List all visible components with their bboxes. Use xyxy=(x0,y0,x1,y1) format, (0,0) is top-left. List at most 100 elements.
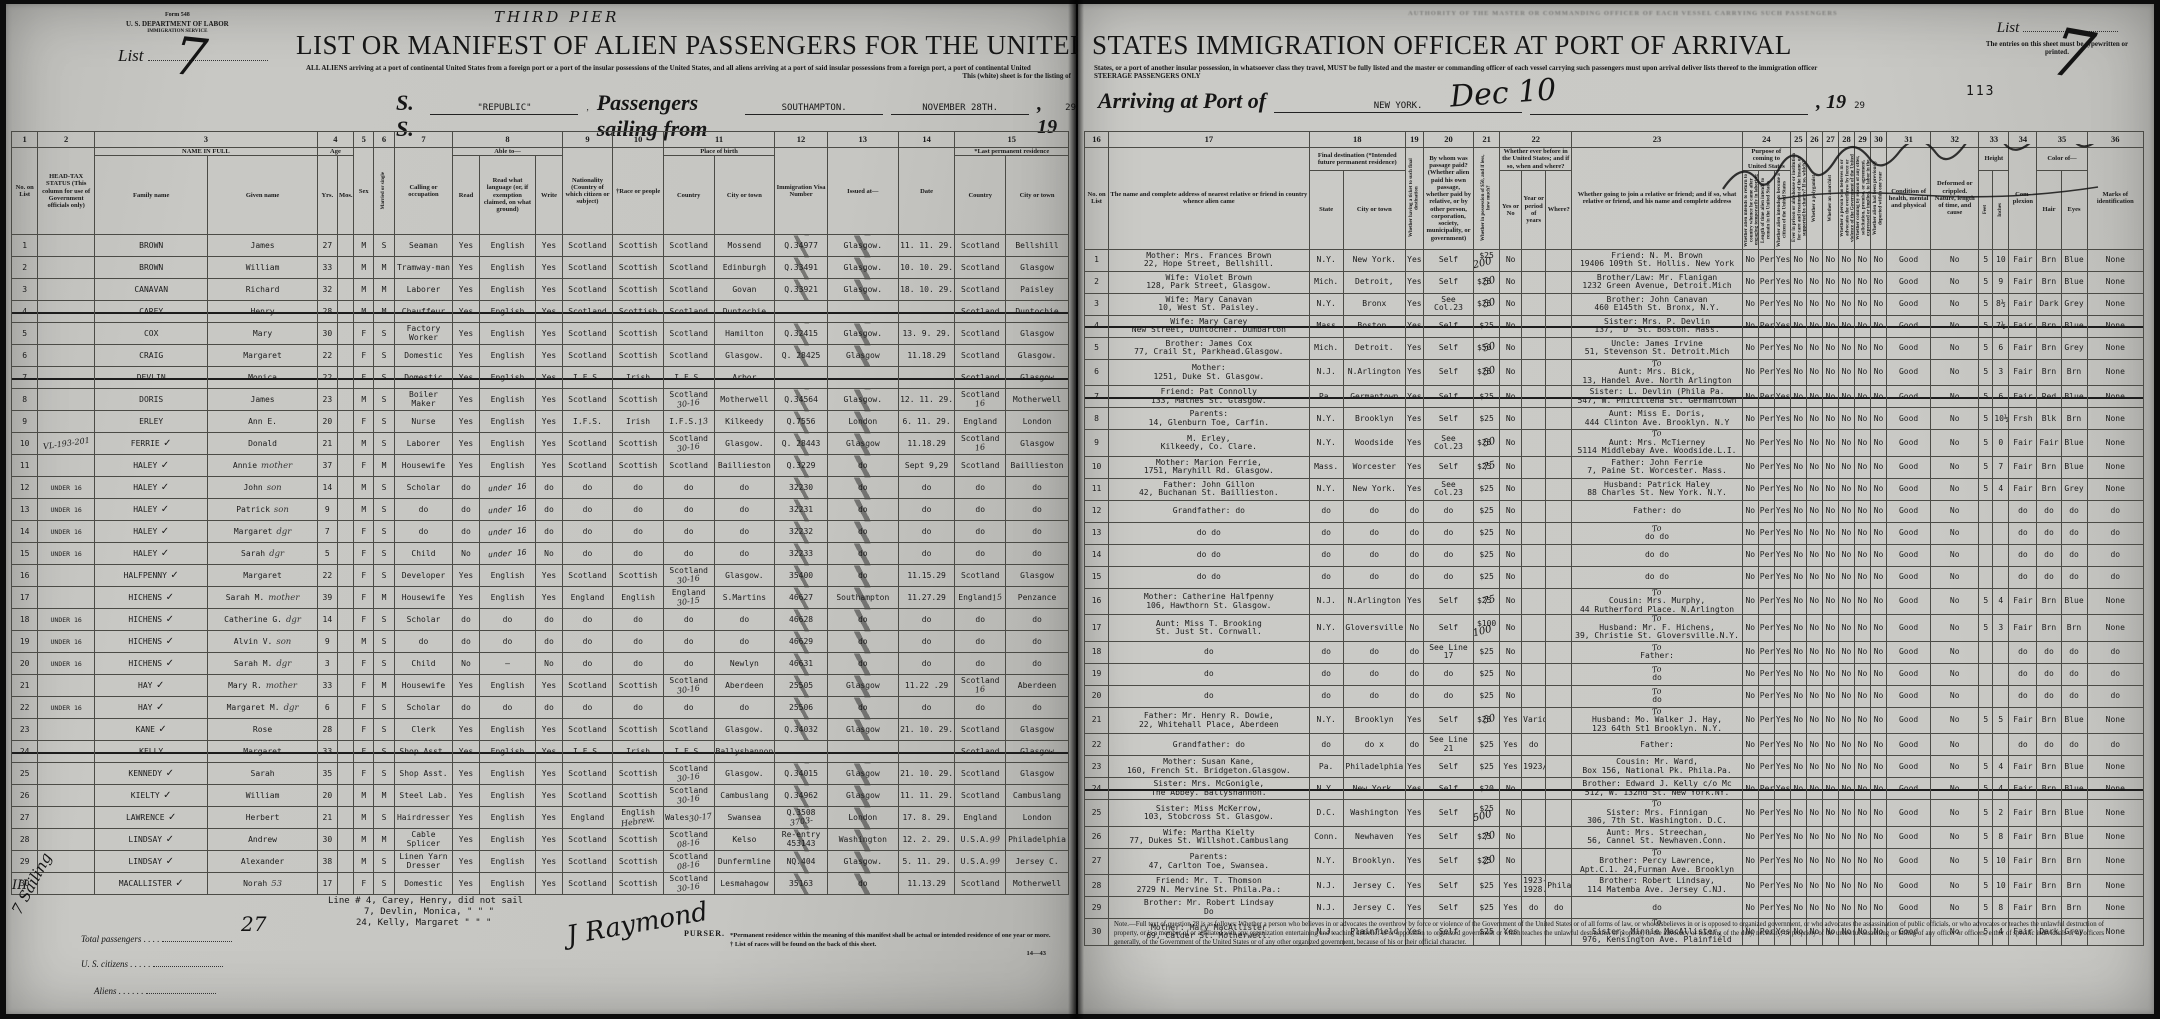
manifest-row: 11 HALEY ✓ Annie mother 37 F M Housewife Yes Engl… xyxy=(10,454,1069,478)
cell-line-number: 12 xyxy=(10,476,39,500)
cell-age-years: 3 xyxy=(316,652,338,676)
cell-labor-contract: No xyxy=(1853,248,1872,272)
cell-line-number: 23 xyxy=(10,718,39,742)
cell-head-tax xyxy=(37,564,95,588)
manifest-row: 12 Grandfather: do do do do do $25 No Father: do… xyxy=(1083,499,2145,523)
cell-nearest-relative: Wife: Violet Brown 128, Park Street, Glas… xyxy=(1108,270,1310,294)
cell-destination-city: Detroit. xyxy=(1342,336,1406,360)
cell-intends-return: No xyxy=(1741,640,1759,664)
cell-able-read: No xyxy=(452,542,480,566)
cell-polygamist: No xyxy=(1805,270,1823,294)
cell-joining-relative: To Brother: Percy Lawrence, Apt.C.1. 24,F… xyxy=(1571,847,1743,876)
cell-destination-state: do xyxy=(1308,499,1344,523)
cell-has-ticket: Yes xyxy=(1404,385,1424,409)
cell-given-name: Margaret M. dgr xyxy=(207,696,318,720)
cell-believes-overthrow: No xyxy=(1837,499,1856,523)
cell-visa-issued-at: do xyxy=(826,872,899,896)
cell-head-tax xyxy=(37,740,95,764)
cell-intends-return: No xyxy=(1741,358,1759,387)
cell-money-possessed: $25 xyxy=(1473,543,1501,567)
form-small-print: 14—43 xyxy=(1026,949,1047,957)
total-passengers-row: Total passengers . . . . xyxy=(81,934,232,944)
cell-head-tax xyxy=(37,322,95,346)
cell-birth-country: Scotland30-16 xyxy=(662,432,715,456)
cell-height-feet: 5 xyxy=(1978,385,1994,409)
cell-money-possessed: $25 xyxy=(1473,662,1501,686)
cell-head-tax xyxy=(37,300,95,324)
cell-line-number: 30 xyxy=(1083,918,1110,946)
cell-race: Scottish xyxy=(612,300,664,324)
cell-residence-city: Aberdeen xyxy=(1005,674,1069,698)
cell-money-possessed: $2550 xyxy=(1473,429,1501,457)
cell-health-condition: Good xyxy=(1886,477,1932,501)
cell-money-possessed: $5050 xyxy=(1473,336,1501,360)
cell-ever-in-us-where xyxy=(1545,543,1573,567)
cell-intends-return: No xyxy=(1741,706,1759,735)
cell-nationality: I.F.S. xyxy=(561,410,614,434)
cell-visa-number: 46629 xyxy=(774,630,828,654)
cell-age-years: 22 xyxy=(316,344,338,368)
subtitle-right-line2: STEERAGE PASSENGERS ONLY xyxy=(1094,72,1201,80)
cell-eye-color: do xyxy=(2060,640,2088,664)
cell-visa-issued-at: do xyxy=(826,454,899,478)
cell-destination-state: N.Y. xyxy=(1308,248,1344,272)
aliens-row: Aliens . . . . . . xyxy=(94,986,216,996)
cell-eye-color: Blue xyxy=(2060,706,2088,735)
cell-nationality: Scotland xyxy=(561,256,614,280)
manifest-row: 20 UNDER 16 HICHENS ✓ Sarah M. dgr 3 F S Child No… xyxy=(10,652,1069,676)
manifest-row: 11 Father: John Gillon 42, Buchanan St. Ba… xyxy=(1083,477,2145,501)
cell-has-ticket: Yes xyxy=(1404,429,1424,457)
arrival-date-handwritten: Dec 10 xyxy=(1448,72,1558,115)
cell-visa-date: do xyxy=(897,498,956,522)
cell-anarchist: No xyxy=(1821,314,1839,338)
cell-believes-overthrow: No xyxy=(1837,292,1856,316)
cell-deformed-crippled: No xyxy=(1930,455,1980,479)
cell-ever-in-us-where xyxy=(1545,407,1573,431)
cell-visa-date xyxy=(897,740,956,764)
cell-nearest-relative: Mother: Mary MacAllister 69, Calder St. M… xyxy=(1108,918,1310,946)
cell-destination-state: N.Y. xyxy=(1308,847,1344,876)
cell-complexion: Fair xyxy=(2008,385,2038,409)
cell-health-condition: Good xyxy=(1886,825,1932,849)
cell-ever-in-prison: No xyxy=(1789,314,1807,338)
cell-anarchist: No xyxy=(1821,706,1839,735)
cell-deformed-crippled: No xyxy=(1930,733,1980,757)
cell-nearest-relative: Father: John Gillon 42, Buchanan St. Bail… xyxy=(1108,477,1310,501)
cell-ever-in-us: No xyxy=(1499,521,1523,545)
cell-identification-marks: do xyxy=(2086,684,2145,708)
cell-ever-in-prison: No xyxy=(1789,777,1807,801)
cell-height-feet: 5 xyxy=(1978,429,1994,457)
cell-head-tax xyxy=(37,718,95,742)
cell-residence-city: Duntochie xyxy=(1005,300,1069,324)
cell-birth-country: Wales30-17 xyxy=(662,806,715,830)
cell-given-name: Andrew xyxy=(207,828,318,852)
cell-identification-marks: None xyxy=(2086,587,2145,616)
cell-deformed-crippled: No xyxy=(1930,385,1980,409)
column-subheader: Given name xyxy=(207,155,318,236)
cell-eye-color: Blue xyxy=(2060,429,2088,457)
cell-age-months xyxy=(336,476,355,500)
cell-visa-number: 46631 xyxy=(774,652,828,676)
cell-sex: F xyxy=(353,674,375,698)
cell-occupation: do xyxy=(393,498,454,522)
cell-polygamist: No xyxy=(1805,896,1823,920)
cell-birth-country: Scotland xyxy=(662,718,715,742)
cell-believes-overthrow: No xyxy=(1837,777,1856,801)
cell-polygamist: No xyxy=(1805,455,1823,479)
cell-intends-citizenship: Yes xyxy=(1773,755,1791,779)
cell-intends-citizenship: Yes xyxy=(1773,614,1791,642)
cell-visa-date: 5. 11. 29. xyxy=(897,850,956,874)
cell-deformed-crippled: No xyxy=(1930,429,1980,457)
ship-name: "REPUBLIC" xyxy=(430,103,579,115)
department-label: U. S. DEPARTMENT OF LABOR xyxy=(126,19,229,28)
cell-complexion: do xyxy=(2008,521,2038,545)
cell-age-months xyxy=(336,762,355,786)
form-number: Form 548 xyxy=(164,12,190,18)
cell-line-number: 12 xyxy=(1083,499,1110,523)
cell-intends-citizenship: Yes xyxy=(1773,429,1791,457)
column-header: Able to— xyxy=(452,146,563,157)
cell-birth-city: do xyxy=(713,498,776,522)
cell-believes-overthrow: No xyxy=(1837,385,1856,409)
cell-complexion: do xyxy=(2008,565,2038,589)
